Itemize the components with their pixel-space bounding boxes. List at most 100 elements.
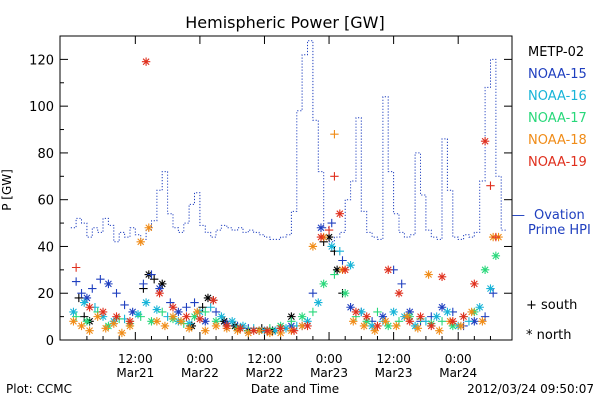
data-point-north	[378, 312, 388, 321]
x-tick-date-label: Mar21	[116, 366, 154, 380]
data-point-north	[184, 319, 194, 328]
data-point-south	[158, 307, 167, 317]
legend-entry-metp-02: METP-02	[528, 45, 584, 60]
data-point-north	[85, 326, 94, 335]
data-point-north	[478, 317, 487, 326]
data-point-north	[405, 307, 414, 317]
data-point-north	[249, 326, 258, 335]
data-point-north	[281, 324, 291, 333]
data-point-north	[316, 223, 326, 232]
x-tick-time-label: 12:00	[118, 352, 153, 366]
data-point-north	[424, 270, 433, 279]
data-point-north	[384, 321, 393, 331]
data-point-south	[96, 275, 105, 284]
data-point-north	[470, 279, 479, 289]
data-point-south	[71, 277, 81, 286]
legend-ovation-line-1: Ovation	[534, 208, 585, 223]
legend-ovation-label: Ovation Prime HPI	[528, 208, 591, 238]
legend-marker-north: * north	[526, 328, 572, 343]
data-point-north	[416, 312, 425, 321]
y-tick-label: 120	[29, 53, 54, 68]
data-point-north	[392, 321, 401, 331]
data-point-north	[227, 317, 237, 326]
data-point-north	[389, 307, 398, 317]
data-point-north	[125, 321, 135, 331]
data-point-north	[394, 289, 404, 298]
data-point-north	[402, 312, 412, 321]
data-point-north	[427, 321, 436, 331]
data-point-south	[308, 289, 318, 298]
data-point-north	[69, 307, 78, 317]
data-point-north	[112, 312, 121, 321]
data-point-north	[160, 321, 170, 331]
data-point-north	[193, 307, 202, 317]
data-point-south	[147, 270, 156, 279]
data-point-north	[367, 321, 377, 331]
data-point-south	[74, 293, 84, 303]
data-point-north	[297, 321, 307, 331]
data-point-south	[486, 181, 495, 190]
data-point-north	[381, 317, 390, 326]
series-noaa-19	[71, 57, 501, 335]
data-point-north	[201, 317, 210, 326]
data-point-south	[112, 289, 121, 298]
series-noaa-15	[71, 218, 498, 335]
data-point-north	[152, 305, 162, 314]
legend-ovation-line-2: Prime HPI	[528, 223, 591, 238]
data-point-north	[82, 317, 92, 326]
data-point-south	[491, 232, 501, 242]
data-point-north	[211, 317, 221, 326]
data-point-north	[190, 312, 199, 321]
data-point-north	[244, 328, 253, 338]
data-point-north	[308, 242, 318, 251]
data-point-north	[346, 260, 355, 270]
data-point-south	[139, 279, 148, 289]
data-point-north	[448, 317, 458, 326]
data-point-south	[182, 303, 191, 312]
data-point-north	[155, 284, 164, 293]
data-point-south	[80, 312, 89, 321]
data-point-north	[443, 307, 452, 317]
x-tick-date-label: Mar23	[310, 366, 348, 380]
data-point-north	[144, 223, 153, 232]
data-point-north	[155, 289, 164, 298]
data-point-south	[201, 307, 210, 317]
data-point-north	[467, 307, 476, 317]
data-point-south	[120, 300, 129, 310]
data-point-north	[217, 312, 226, 321]
data-point-south	[437, 317, 447, 326]
data-point-north	[168, 312, 178, 321]
data-point-north	[182, 312, 191, 321]
data-point-south	[330, 130, 339, 139]
data-point-north	[327, 242, 336, 251]
data-point-north	[287, 321, 296, 331]
x-tick-time-label: 12:00	[376, 352, 411, 366]
data-point-north	[480, 265, 490, 275]
data-point-north	[335, 209, 345, 218]
data-point-north	[289, 326, 299, 335]
data-point-north	[437, 303, 447, 312]
data-point-north	[316, 232, 326, 242]
data-point-north	[262, 326, 272, 335]
data-point-south	[330, 172, 339, 181]
data-point-north	[448, 321, 458, 331]
data-point-north	[82, 293, 92, 303]
y-tick-label: 0	[46, 334, 54, 349]
data-point-north	[373, 321, 382, 331]
data-point-north	[69, 317, 78, 326]
data-point-north	[141, 298, 151, 307]
data-point-north	[101, 324, 110, 333]
y-tick-label: 100	[29, 100, 54, 115]
data-point-north	[168, 303, 178, 312]
data-point-south	[327, 218, 336, 228]
series-noaa-17	[71, 251, 501, 335]
data-point-north	[480, 137, 490, 146]
footer-timestamp: 2012/03/24 09:50:07	[467, 382, 594, 396]
data-point-north	[370, 326, 379, 335]
legend-ovation-marker: —	[512, 208, 525, 223]
data-point-north	[340, 265, 350, 275]
data-point-north	[332, 265, 342, 275]
data-point-north	[141, 57, 151, 66]
data-point-north	[136, 237, 145, 246]
